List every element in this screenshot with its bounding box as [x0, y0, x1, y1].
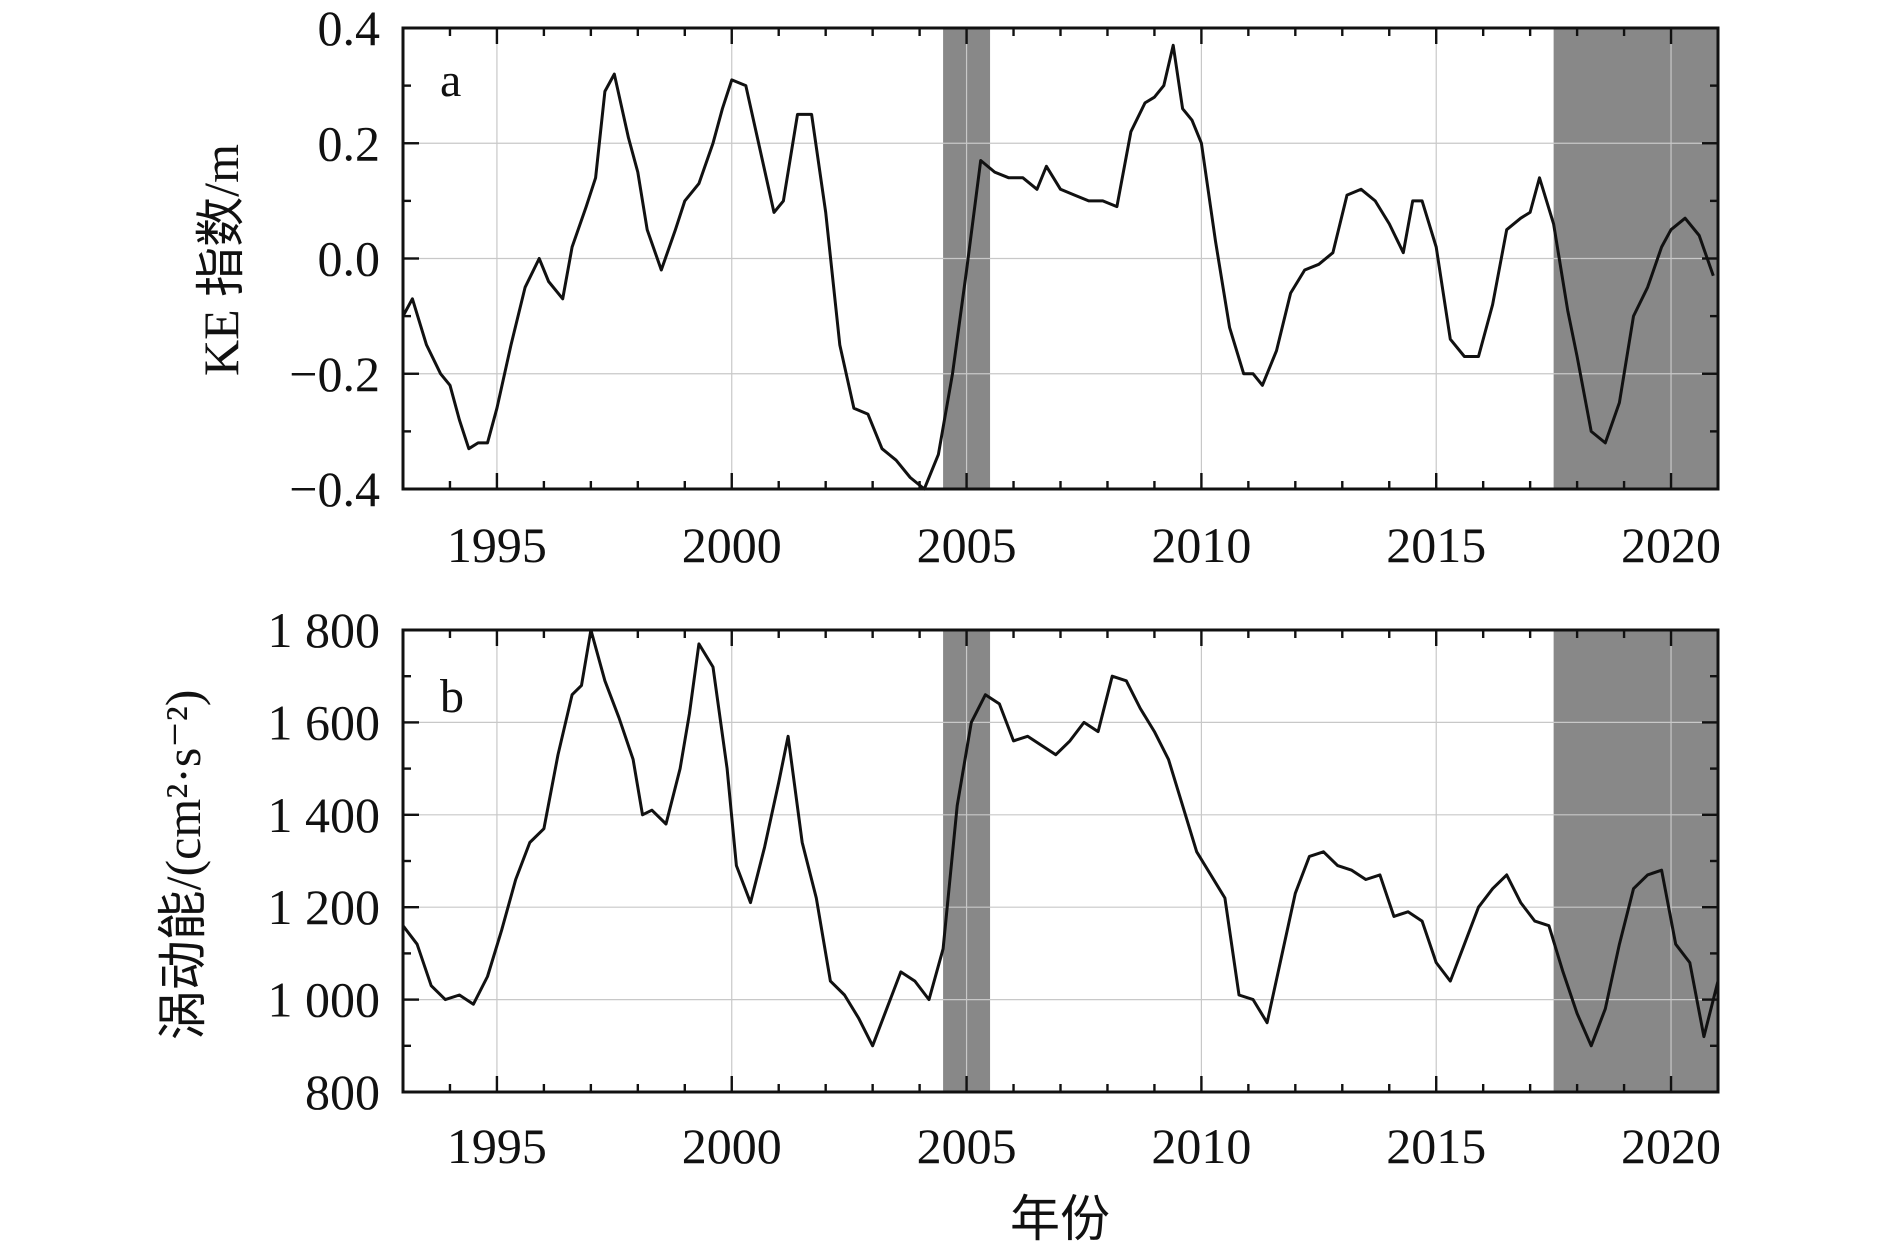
panel-b-shaded-periods	[943, 630, 1718, 1092]
panel-a-ytick-label-1: −0.2	[289, 346, 380, 402]
panel-b-frame	[401, 628, 1720, 1094]
panel-a-xtick-label-2005: 2005	[917, 517, 1017, 573]
x-axis-title: 年份	[1010, 1191, 1110, 1247]
panel-b-ytick-label-2: 1 200	[268, 879, 381, 935]
panel-b-gridlines	[403, 629, 1718, 1093]
panel-b-letter: b	[440, 670, 464, 723]
panel-b-ytick-label-3: 1 400	[268, 787, 381, 843]
panel-b-ytick-label-0: 800	[305, 1064, 380, 1120]
panel-a-letter: a	[440, 54, 461, 107]
panel-b-ytick-label-4: 1 600	[268, 694, 381, 750]
panel-b-shaded-period-1	[1553, 630, 1718, 1092]
panel-b-y-tick-labels: 800 1 000 1 200 1 400 1 600 1 800	[268, 602, 381, 1120]
panel-b-xtick-label-2015: 2015	[1386, 1118, 1486, 1174]
panel-b-xtick-label-2020: 2020	[1621, 1118, 1721, 1174]
panel-a-xtick-label-2020: 2020	[1621, 517, 1721, 573]
panel-a-ke-index: 1995 2000 2005 2010 2015 2020 −0.4 −0.2 0.0 0.2 0…	[193, 0, 1721, 573]
panel-b-eke-line	[401, 628, 1720, 1048]
panel-b-ticks	[401, 628, 1720, 1094]
panel-a-ytick-label-2: 0.0	[318, 231, 381, 287]
panel-a-y-axis-title: KE 指数/m	[193, 144, 249, 376]
panel-b-ytick-label-5: 1 800	[268, 602, 381, 658]
panel-a-ticks	[401, 26, 1720, 491]
panel-a-xtick-label-2015: 2015	[1386, 517, 1486, 573]
panel-b-ytick-label-1: 1 000	[268, 972, 381, 1028]
panel-a-gridlines	[403, 27, 1718, 490]
panel-b-y-axis-title: 涡动能/(cm²·s⁻²)	[155, 690, 211, 1041]
panel-b-x-tick-labels: 1995 2000 2005 2010 2015 2020	[447, 1118, 1721, 1174]
panel-b-xtick-label-2005: 2005	[917, 1118, 1017, 1174]
panel-a-xtick-label-2010: 2010	[1151, 517, 1251, 573]
panel-b-xtick-label-2000: 2000	[682, 1118, 782, 1174]
panel-b-xtick-label-2010: 2010	[1151, 1118, 1251, 1174]
panel-a-x-tick-labels: 1995 2000 2005 2010 2015 2020	[447, 517, 1721, 573]
panel-a-ke-index-line	[401, 43, 1715, 491]
panel-a-ytick-label-3: 0.2	[318, 115, 381, 171]
panel-a-xtick-label-1995: 1995	[447, 517, 547, 573]
panel-a-y-tick-labels: −0.4 −0.2 0.0 0.2 0.4	[289, 0, 380, 517]
panel-a-ytick-label-0: −0.4	[289, 461, 380, 517]
panel-a-xtick-label-2000: 2000	[682, 517, 782, 573]
panel-b-eke: 1995 2000 2005 2010 2015 2020 800 1 000 1 200 1 …	[155, 602, 1721, 1247]
panel-a-ytick-label-4: 0.4	[318, 0, 381, 56]
panel-b-xtick-label-1995: 1995	[447, 1118, 547, 1174]
